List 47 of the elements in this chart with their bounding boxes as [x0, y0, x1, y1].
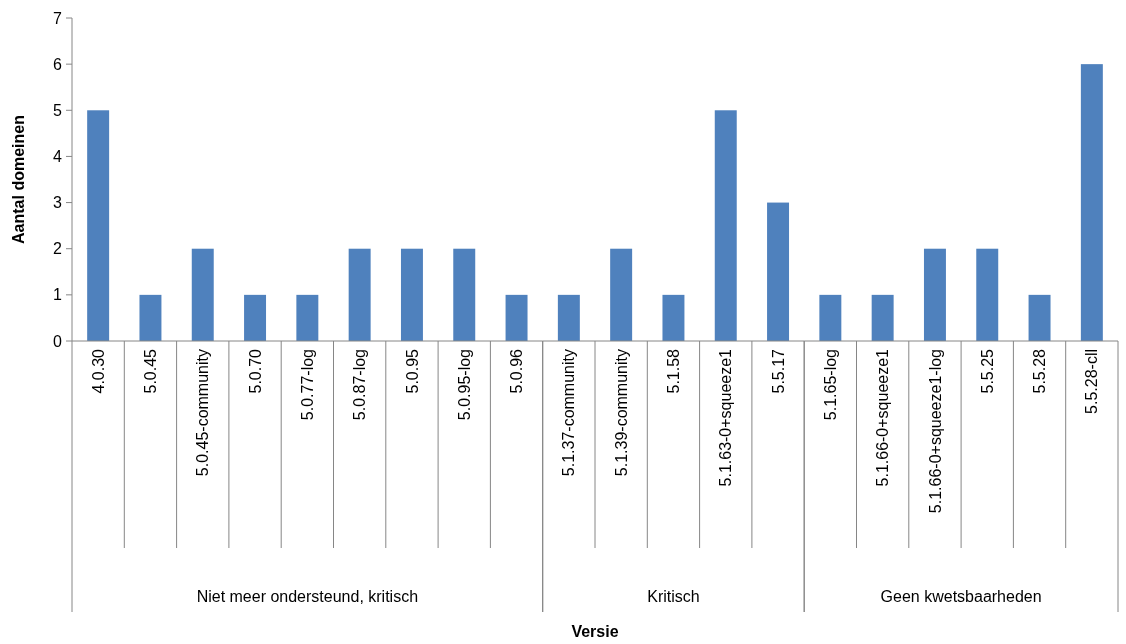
x-tick-label: 5.0.77-log: [298, 349, 316, 421]
y-axis-title: Aantal domeinen: [10, 115, 27, 244]
x-tick-label: 5.5.17: [769, 348, 787, 394]
bar: [400, 248, 423, 341]
x-tick-label: 5.0.70: [246, 348, 264, 394]
bar: [662, 294, 685, 341]
x-tick-label: 5.5.28-cll: [1083, 349, 1101, 414]
x-tick-label: 5.1.39-community: [612, 349, 630, 477]
y-tick-label: 4: [53, 148, 63, 166]
x-tick-label: 5.0.87-log: [351, 349, 369, 421]
bar: [348, 248, 371, 341]
x-tick-label: 5.0.95-log: [455, 349, 473, 421]
x-tick-label: 5.0.45: [142, 348, 160, 394]
bar: [505, 294, 528, 341]
x-axis-title: Geen kwetsbaarheden: [880, 588, 1042, 605]
x-tick-label: 4.0.30: [89, 348, 107, 394]
y-tick-label: 2: [53, 240, 63, 258]
bar: [767, 202, 790, 341]
bar: [191, 248, 214, 341]
bar: [87, 110, 110, 341]
x-tick-label: 5.1.66-0+squeeze1: [874, 348, 892, 487]
bar: [610, 248, 633, 341]
x-axis-title: Niet meer ondersteund, kritisch: [196, 588, 419, 605]
y-tick-label: 6: [53, 55, 63, 73]
text: Versie: [571, 623, 619, 640]
x-axis-title: Kritisch: [647, 588, 700, 605]
x-tick-label: 5.1.63-0+squeeze1: [717, 348, 735, 487]
y-tick-label: 5: [53, 101, 63, 119]
x-tick-label: 5.5.25: [978, 348, 996, 394]
x-tick-label: 5.0.95: [403, 348, 421, 394]
x-tick-label: 5.1.66-0+squeeze1-log: [926, 349, 944, 514]
bar: [296, 294, 319, 341]
y-tick-label: 7: [53, 9, 63, 27]
bar: [714, 110, 737, 341]
bar: [139, 294, 162, 341]
bar: [557, 294, 580, 341]
x-tick-label: 5.1.58: [665, 348, 683, 394]
x-tick-label: 5.5.28: [1031, 348, 1049, 394]
y-tick-label: 1: [53, 286, 63, 304]
bar: [244, 294, 267, 341]
x-tick-label: 5.0.96: [508, 348, 526, 394]
bar: [453, 248, 476, 341]
y-tick-label: 0: [53, 332, 63, 350]
x-tick-label: 5.1.65-log: [821, 349, 839, 421]
x-tick-label: 5.0.45-community: [194, 349, 212, 477]
y-tick-label: 3: [53, 194, 63, 212]
x-tick-label: 5.1.37-community: [560, 349, 578, 477]
